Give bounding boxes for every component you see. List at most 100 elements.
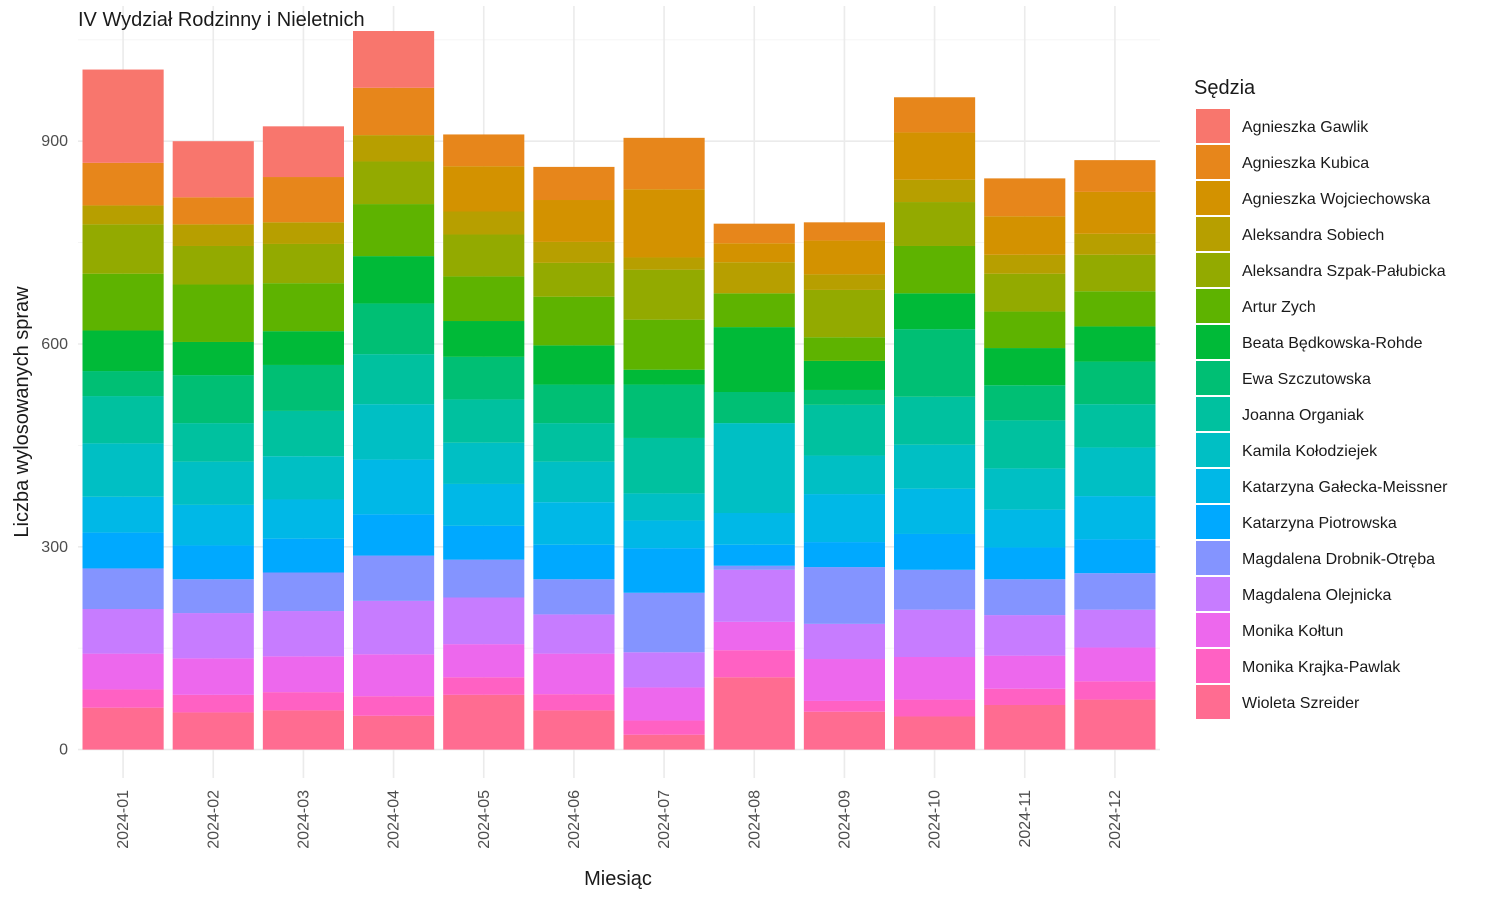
legend-label: Katarzyna Gałecka-Meissner xyxy=(1242,479,1448,496)
bar-segment xyxy=(533,345,615,385)
legend-key xyxy=(1196,325,1230,359)
x-tick-label: 2024-10 xyxy=(927,790,944,849)
bar-segment xyxy=(172,375,254,424)
legend-key xyxy=(1196,613,1230,647)
bar-segment xyxy=(623,369,705,385)
bar-segment xyxy=(353,514,435,556)
bar-segment xyxy=(623,687,705,721)
bar-segment xyxy=(262,283,344,332)
bar-segment xyxy=(353,654,435,697)
bar-segment xyxy=(713,262,795,294)
bar-segment xyxy=(82,205,164,225)
legend-key xyxy=(1196,181,1230,215)
bar-segment xyxy=(1074,233,1156,255)
legend-key xyxy=(1196,577,1230,611)
legend-label: Ewa Szczutowska xyxy=(1242,371,1371,388)
bar-segment xyxy=(82,330,164,372)
legend-key xyxy=(1196,361,1230,395)
bar-segment xyxy=(623,437,705,494)
bar-segment xyxy=(443,166,525,212)
y-tick-label: 300 xyxy=(41,539,68,556)
bar-segment xyxy=(443,356,525,400)
legend-key xyxy=(1196,397,1230,431)
bar-segment xyxy=(713,223,795,244)
bar-segment xyxy=(262,222,344,244)
bar-segment xyxy=(894,396,976,445)
bar-segment xyxy=(82,689,164,708)
bar-segment xyxy=(713,513,795,545)
bar-segment xyxy=(1074,539,1156,574)
bar-segment xyxy=(623,493,705,521)
bar-segment xyxy=(82,396,164,444)
bar-segment xyxy=(82,707,164,750)
bar-segment xyxy=(443,442,525,484)
bar-segment xyxy=(82,608,164,654)
bar-segment xyxy=(894,245,976,294)
bar-segment xyxy=(353,87,435,136)
bar-segment xyxy=(443,559,525,598)
bar-segment xyxy=(262,499,344,539)
bar-segment xyxy=(82,443,164,497)
bar-segment xyxy=(623,257,705,270)
x-tick-label: 2024-02 xyxy=(205,790,222,849)
bar-segment xyxy=(172,245,254,285)
bar-segment xyxy=(713,650,795,678)
bar-segment xyxy=(894,488,976,534)
bar-segment xyxy=(172,141,254,198)
bar-segment xyxy=(623,720,705,735)
x-tick-label: 2024-08 xyxy=(746,790,763,849)
legend-key xyxy=(1196,433,1230,467)
bar-segment xyxy=(803,389,885,405)
bar-segment xyxy=(82,162,164,206)
bar-segment xyxy=(172,197,254,225)
bar-segment xyxy=(1074,447,1156,497)
bar-segment xyxy=(262,572,344,612)
bar-segment xyxy=(443,597,525,645)
bar-segment xyxy=(172,504,254,546)
bar-segment xyxy=(984,216,1066,255)
bar-segment xyxy=(803,623,885,660)
bar-segment xyxy=(803,404,885,456)
bar-segment xyxy=(984,385,1066,421)
bar-segment xyxy=(713,327,795,392)
y-tick-label: 0 xyxy=(59,742,68,759)
bar-segment xyxy=(353,459,435,515)
bar-segment xyxy=(172,579,254,614)
bar-segment xyxy=(984,509,1066,548)
bar-segment xyxy=(353,161,435,205)
bar-segment xyxy=(353,404,435,460)
bar-segment xyxy=(353,696,435,716)
legend-label: Magdalena Drobnik-Otręba xyxy=(1242,551,1435,568)
x-tick-label: 2024-06 xyxy=(566,790,583,849)
bar-segment xyxy=(443,525,525,560)
bar-segment xyxy=(353,600,435,655)
bar-segment xyxy=(984,273,1066,312)
bar-segment xyxy=(82,273,164,331)
bar-segment xyxy=(803,455,885,495)
bar-segment xyxy=(1074,404,1156,448)
legend-label: Artur Zych xyxy=(1242,299,1316,316)
bars xyxy=(82,31,1156,750)
bar-segment xyxy=(894,202,976,246)
legend-label: Wioleta Szreider xyxy=(1242,695,1360,712)
bar-segment xyxy=(443,234,525,277)
bar-segment xyxy=(803,542,885,568)
bar-segment xyxy=(894,97,976,133)
bar-segment xyxy=(443,677,525,695)
bar-segment xyxy=(1074,326,1156,362)
legend-key xyxy=(1196,649,1230,683)
bar-segment xyxy=(353,555,435,601)
bar-segment xyxy=(803,711,885,750)
bar-segment xyxy=(803,274,885,290)
x-tick-label: 2024-12 xyxy=(1107,790,1124,849)
bar-segment xyxy=(353,256,435,304)
bar-segment xyxy=(803,222,885,241)
legend-label: Aleksandra Sobiech xyxy=(1242,227,1384,244)
bar-segment xyxy=(172,658,254,695)
bar-segment xyxy=(894,609,976,657)
legend-label: Aleksandra Szpak-Pałubicka xyxy=(1242,263,1446,280)
legend-key xyxy=(1196,289,1230,323)
bar-segment xyxy=(443,211,525,235)
bar-segment xyxy=(984,420,1066,469)
